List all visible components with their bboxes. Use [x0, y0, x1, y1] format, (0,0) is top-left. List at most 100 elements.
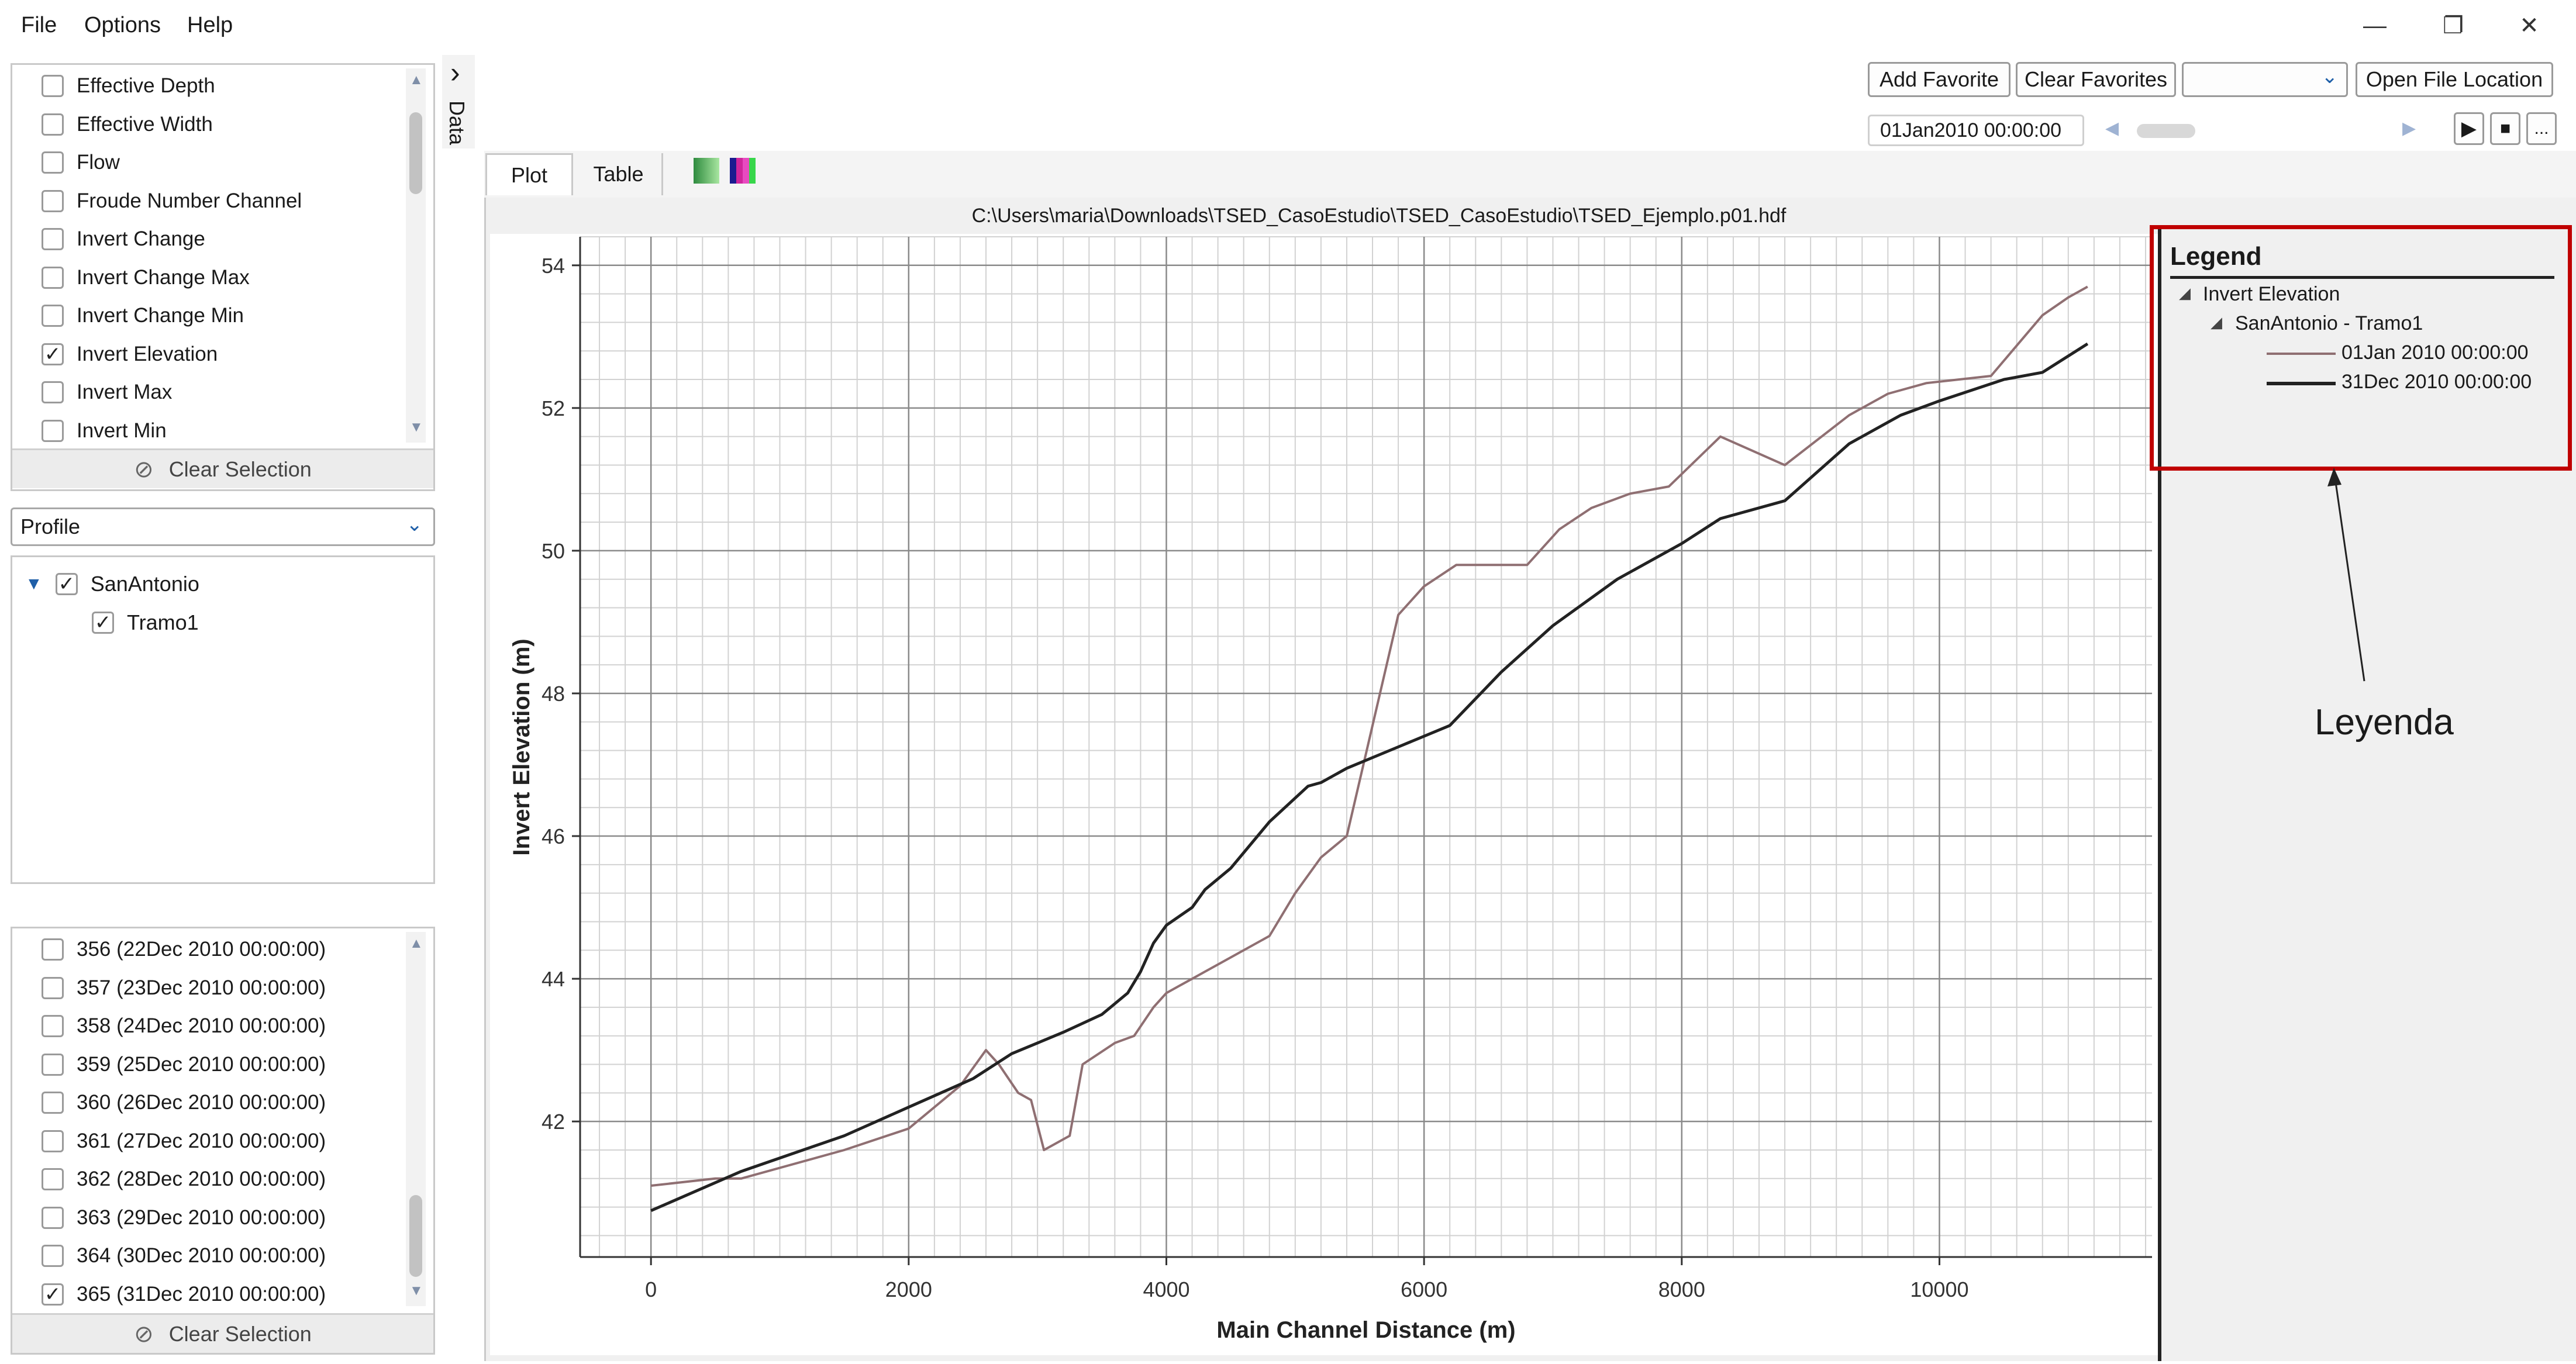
scroll-down-icon[interactable]: ▼ — [409, 419, 423, 435]
play-icon: ▶ — [2461, 118, 2477, 140]
variable-row[interactable]: Froude Number Channel — [42, 184, 302, 219]
legend-collapse-icon[interactable]: ◢ — [2179, 284, 2191, 302]
variable-row[interactable]: Effective Depth — [42, 68, 215, 103]
time-step-row[interactable]: 363 (29Dec 2010 00:00:00) — [42, 1200, 326, 1235]
times-scrollbar[interactable]: ▲ ▼ — [406, 932, 426, 1306]
time-step-row[interactable]: 359 (25Dec 2010 00:00:00) — [42, 1047, 326, 1082]
variable-checkbox[interactable] — [42, 151, 64, 174]
times-panel: 356 (22Dec 2010 00:00:00) 357 (23Dec 2010… — [11, 927, 435, 1355]
menu-file[interactable]: File — [21, 13, 57, 37]
variable-checkbox[interactable]: ✓ — [42, 343, 64, 365]
color-gradient-icon[interactable] — [694, 158, 719, 184]
tree-node-reach[interactable]: ✓ Tramo1 — [92, 605, 199, 640]
clear-favorites-button[interactable]: Clear Favorites — [2016, 62, 2176, 97]
legend-collapse-icon[interactable]: ◢ — [2211, 313, 2222, 331]
variable-checkbox[interactable] — [42, 75, 64, 97]
variable-row[interactable]: Invert Min — [42, 413, 167, 448]
time-step-checkbox[interactable] — [42, 1206, 64, 1229]
legend-highlight-box — [2150, 225, 2572, 471]
tree-node-river[interactable]: ▼ ✓ SanAntonio — [25, 567, 199, 602]
time-step-row[interactable]: 357 (23Dec 2010 00:00:00) — [42, 971, 326, 1006]
chevron-right-icon[interactable]: › — [450, 56, 460, 89]
variable-label: Effective Depth — [77, 74, 215, 97]
time-step-row[interactable]: 358 (24Dec 2010 00:00:00) — [42, 1009, 326, 1044]
series-line-2 — [650, 342, 2089, 1212]
scroll-thumb[interactable] — [409, 1195, 422, 1277]
variable-checkbox[interactable] — [42, 113, 64, 136]
tab-plot[interactable]: Plot — [485, 153, 573, 195]
variable-label: Froude Number Channel — [77, 189, 302, 212]
scroll-up-icon[interactable]: ▲ — [409, 935, 423, 951]
x-tick-label: 2000 — [885, 1277, 932, 1301]
scroll-down-icon[interactable]: ▼ — [409, 1283, 423, 1299]
time-field[interactable]: 01Jan2010 00:00:00 — [1868, 115, 2084, 146]
stop-button[interactable]: ■ — [2490, 112, 2520, 145]
annotation-label: Leyenda — [2315, 702, 2454, 743]
variable-checkbox[interactable] — [42, 305, 64, 327]
menu-help[interactable]: Help — [187, 13, 233, 37]
legend-group: Invert Elevation — [2203, 283, 2340, 305]
x-axis-label: Main Channel Distance (m) — [1216, 1317, 1515, 1343]
time-step-label: 357 (23Dec 2010 00:00:00) — [77, 976, 326, 999]
time-step-checkbox[interactable] — [42, 1092, 64, 1114]
variable-row[interactable]: ✓ Invert Elevation — [42, 337, 218, 372]
profile-select-value: Profile — [20, 514, 81, 538]
variable-checkbox[interactable] — [42, 266, 64, 289]
time-step-checkbox[interactable] — [42, 1053, 64, 1076]
restore-button[interactable]: ❐ — [2443, 13, 2464, 39]
variable-checkbox[interactable] — [42, 419, 64, 442]
time-step-row[interactable]: 364 (30Dec 2010 00:00:00) — [42, 1238, 326, 1273]
variable-row[interactable]: Invert Change Min — [42, 298, 244, 333]
more-button[interactable]: ... — [2526, 112, 2557, 145]
time-step-checkbox[interactable] — [42, 1130, 64, 1152]
time-step-checkbox[interactable] — [42, 1015, 64, 1037]
close-button[interactable]: ✕ — [2519, 13, 2539, 39]
slider-left-arrow-icon[interactable]: ◀ — [2105, 119, 2119, 138]
add-favorite-button[interactable]: Add Favorite — [1868, 62, 2011, 97]
river-checkbox[interactable]: ✓ — [55, 573, 78, 595]
variable-checkbox[interactable] — [42, 228, 64, 250]
variable-row[interactable]: Effective Width — [42, 107, 213, 142]
clear-variables-button[interactable]: ⊘ Clear Selection — [12, 448, 433, 488]
favorites-select[interactable]: ⌄ — [2182, 62, 2348, 97]
x-tick-label: 6000 — [1401, 1277, 1447, 1301]
play-button[interactable]: ▶ — [2454, 112, 2484, 145]
slider-right-arrow-icon[interactable]: ▶ — [2402, 119, 2416, 138]
data-side-tab[interactable]: › Data — [442, 55, 475, 149]
profile-select[interactable]: Profile ⌄ — [11, 507, 435, 546]
time-slider[interactable]: ◀ ▶ — [2094, 116, 2421, 145]
time-step-checkbox[interactable] — [42, 938, 64, 961]
slider-thumb[interactable] — [2137, 124, 2195, 138]
clear-times-button[interactable]: ⊘ Clear Selection — [12, 1313, 433, 1353]
open-file-location-button[interactable]: Open File Location — [2356, 62, 2553, 97]
variable-row[interactable]: Flow — [42, 145, 120, 180]
menu-options[interactable]: Options — [84, 13, 161, 37]
variable-label: Effective Width — [77, 112, 213, 136]
color-palette-icon[interactable] — [730, 158, 756, 184]
x-tick-label: 8000 — [1658, 1277, 1705, 1301]
tab-table[interactable]: Table — [575, 153, 663, 195]
time-step-row[interactable]: 361 (27Dec 2010 00:00:00) — [42, 1124, 326, 1159]
time-step-checkbox[interactable]: ✓ — [42, 1283, 64, 1306]
time-step-checkbox[interactable] — [42, 1245, 64, 1267]
scroll-up-icon[interactable]: ▲ — [409, 72, 423, 88]
variable-label: Invert Change — [77, 227, 205, 250]
time-step-checkbox[interactable] — [42, 976, 64, 999]
time-step-label: 358 (24Dec 2010 00:00:00) — [77, 1014, 326, 1037]
y-tick-label: 48 — [542, 682, 565, 706]
variable-row[interactable]: Invert Change Max — [42, 260, 250, 295]
variable-checkbox[interactable] — [42, 189, 64, 212]
time-step-checkbox[interactable] — [42, 1168, 64, 1190]
scroll-thumb[interactable] — [409, 112, 422, 194]
time-step-row[interactable]: ✓ 365 (31Dec 2010 00:00:00) — [42, 1277, 326, 1312]
expand-triangle-icon[interactable]: ▼ — [25, 574, 43, 593]
variable-row[interactable]: Invert Max — [42, 375, 172, 410]
variables-scrollbar[interactable]: ▲ ▼ — [406, 68, 426, 443]
time-step-row[interactable]: 356 (22Dec 2010 00:00:00) — [42, 932, 326, 967]
variable-row[interactable]: Invert Change — [42, 222, 205, 257]
minimize-button[interactable]: — — [2363, 12, 2387, 39]
variable-checkbox[interactable] — [42, 381, 64, 403]
time-step-row[interactable]: 360 (26Dec 2010 00:00:00) — [42, 1085, 326, 1120]
reach-checkbox[interactable]: ✓ — [92, 612, 114, 634]
time-step-row[interactable]: 362 (28Dec 2010 00:00:00) — [42, 1162, 326, 1197]
